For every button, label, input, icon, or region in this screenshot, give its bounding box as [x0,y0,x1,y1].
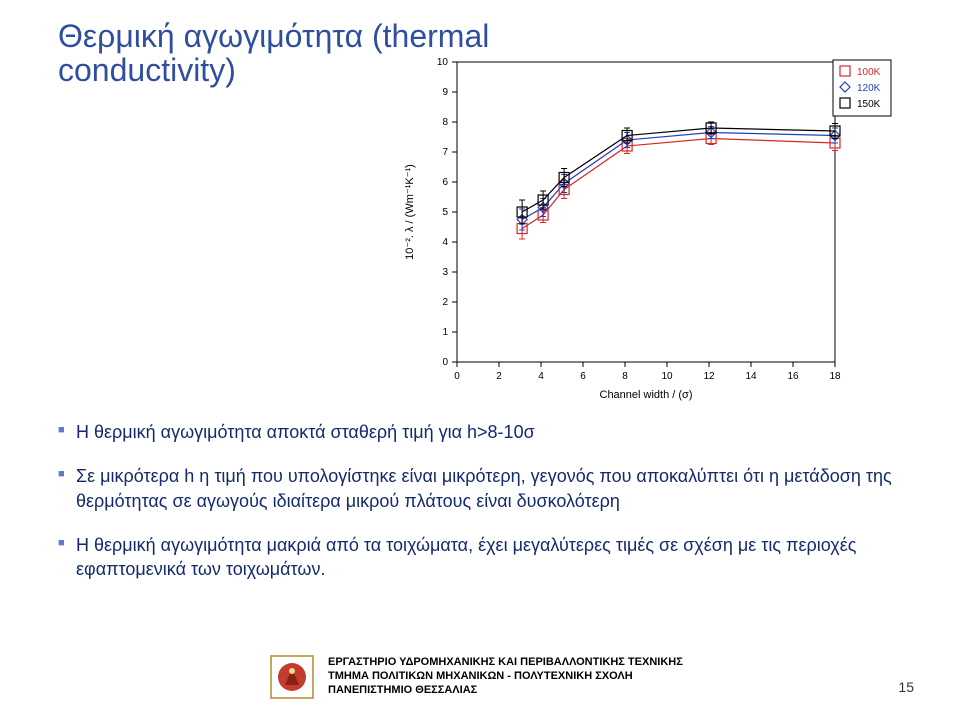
footer-line-1: ΕΡΓΑΣΤΗΡΙΟ ΥΔΡΟΜΗΧΑΝΙΚΗΣ ΚΑΙ ΠΕΡΙΒΑΛΛΟΝΤ… [328,656,683,670]
svg-text:5: 5 [442,207,448,218]
svg-text:100K: 100K [857,67,881,78]
bullet-item: Η θερμική αγωγιμότητα αποκτά σταθερή τιμ… [58,420,903,444]
svg-text:4: 4 [442,237,448,248]
bullet-text: Σε μικρότερα h η τιμή που υπολογίστηκε ε… [76,466,892,510]
svg-text:120K: 120K [857,83,881,94]
bullet-text: Η θερμική αγωγιμότητα αποκτά σταθερή τιμ… [76,422,535,442]
footer: ΕΡΓΑΣΤΗΡΙΟ ΥΔΡΟΜΗΧΑΝΙΚΗΣ ΚΑΙ ΠΕΡΙΒΑΛΛΟΝΤ… [270,655,683,699]
svg-text:14: 14 [745,371,757,382]
svg-text:150K: 150K [857,99,881,110]
footer-text: ΕΡΓΑΣΤΗΡΙΟ ΥΔΡΟΜΗΧΑΝΙΚΗΣ ΚΑΙ ΠΕΡΙΒΑΛΛΟΝΤ… [328,656,683,697]
svg-text:16: 16 [787,371,799,382]
svg-text:0: 0 [442,357,448,368]
svg-text:18: 18 [829,371,841,382]
svg-text:0: 0 [454,371,460,382]
svg-text:3: 3 [442,267,448,278]
bullet-text: Η θερμική αγωγιμότητα μακριά από τα τοιχ… [76,535,856,579]
svg-text:8: 8 [442,117,448,128]
svg-text:7: 7 [442,147,448,158]
svg-text:2: 2 [496,371,502,382]
svg-text:6: 6 [442,177,448,188]
title-line-2: conductivity) [58,52,236,88]
university-logo-icon [270,655,314,699]
svg-text:10: 10 [437,57,449,68]
svg-text:12: 12 [703,371,715,382]
page-number: 15 [898,679,914,695]
svg-text:6: 6 [580,371,586,382]
footer-line-2: ΤΜΗΜΑ ΠΟΛΙΤΙΚΩΝ ΜΗΧΑΝΙΚΩΝ - ΠΟΛΥΤΕΧΝΙΚΗ … [328,670,683,684]
svg-text:4: 4 [538,371,544,382]
bullet-item: Σε μικρότερα h η τιμή που υπολογίστηκε ε… [58,464,903,513]
svg-text:1: 1 [442,327,448,338]
svg-text:8: 8 [622,371,628,382]
svg-text:2: 2 [442,297,448,308]
svg-text:10: 10 [661,371,673,382]
svg-text:Channel width / (σ): Channel width / (σ) [600,389,693,401]
svg-text:10⁻². λ / (Wm⁻¹K⁻¹): 10⁻². λ / (Wm⁻¹K⁻¹) [404,164,416,260]
bullet-item: Η θερμική αγωγιμότητα μακριά από τα τοιχ… [58,533,903,582]
thermal-conductivity-chart: 024681012141618012345678910Channel width… [395,48,915,408]
bullet-list: Η θερμική αγωγιμότητα αποκτά σταθερή τιμ… [58,420,903,601]
footer-line-3: ΠΑΝΕΠΙΣΤΗΜΙΟ ΘΕΣΣΑΛΙΑΣ [328,684,683,698]
svg-text:9: 9 [442,87,448,98]
